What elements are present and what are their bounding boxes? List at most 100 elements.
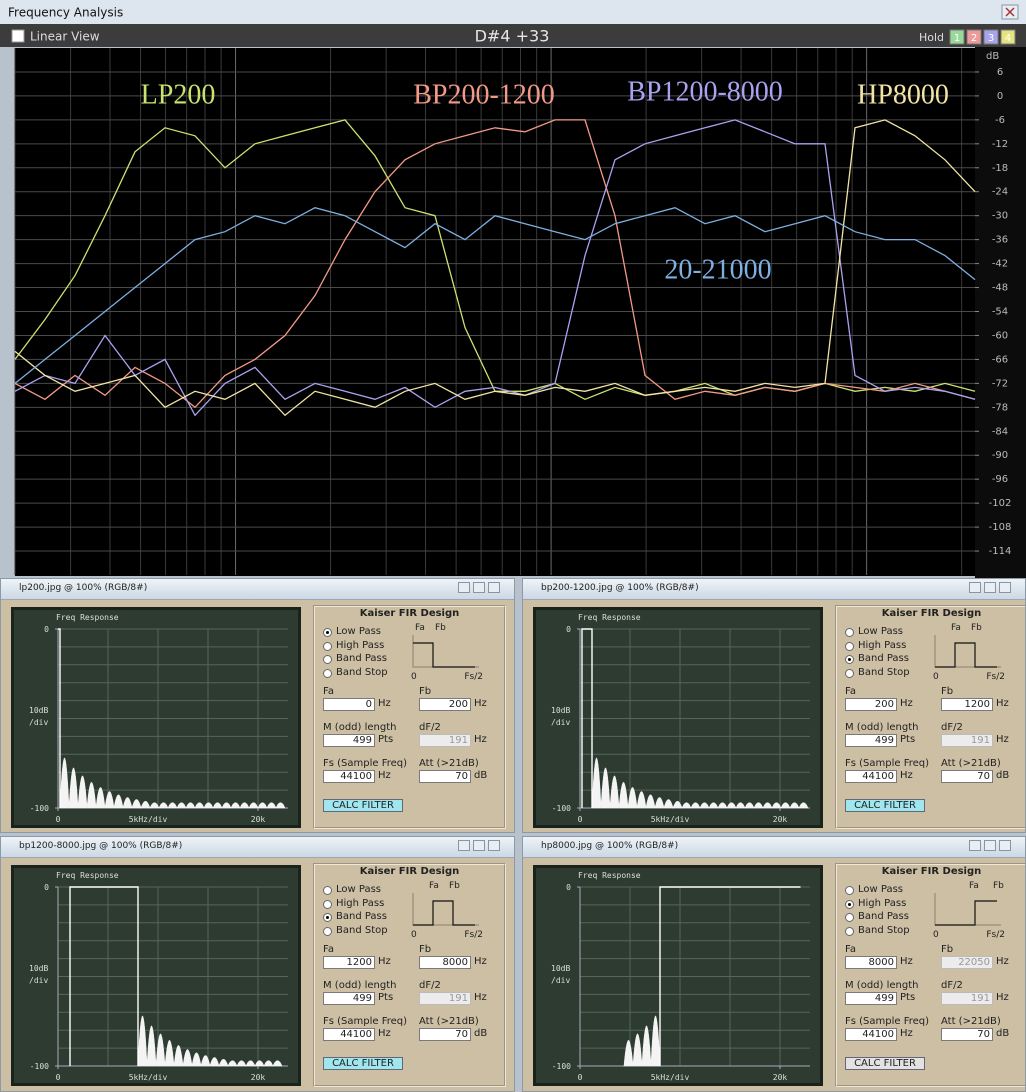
- field-input[interactable]: 1200: [941, 698, 993, 711]
- diagram-label: 0: [411, 930, 417, 940]
- field-label: Fa: [845, 686, 856, 697]
- radio-label: Band Stop: [336, 666, 388, 678]
- x-axis-label: 5kHz/div: [129, 1073, 168, 1082]
- field-input[interactable]: 8000: [845, 956, 897, 969]
- window-title: Frequency Analysis: [8, 6, 123, 20]
- field-label: dF/2: [941, 980, 963, 991]
- diagram-frame: [934, 635, 1001, 668]
- y-tick-label: -100: [552, 804, 571, 813]
- field-unit: Pts: [900, 992, 916, 1003]
- calc-button[interactable]: CALC FILTER: [323, 1057, 403, 1070]
- note-readout: D#4 +33: [475, 27, 550, 46]
- window-button[interactable]: [458, 582, 470, 593]
- hold-button[interactable]: [949, 29, 965, 45]
- y-tick-label: -100: [30, 804, 49, 813]
- radio-button[interactable]: [323, 655, 332, 664]
- field-unit: Hz: [474, 734, 487, 745]
- field-input[interactable]: 499: [323, 992, 375, 1005]
- window-button[interactable]: [458, 840, 470, 851]
- y-tick-label: -48: [992, 283, 1008, 294]
- y-tick-label: -60: [992, 330, 1008, 341]
- title-bar: bp1200-8000.jpg @ 100% (RGB/8#): [1, 837, 514, 858]
- radio-button[interactable]: [323, 628, 332, 637]
- plot-title: Freq Response: [578, 613, 641, 622]
- diagram-shape: [413, 900, 475, 926]
- calc-button[interactable]: CALC FILTER: [323, 799, 403, 812]
- window-title: bp1200-8000.jpg @ 100% (RGB/8#): [19, 841, 183, 851]
- field-unit: dB: [474, 1028, 488, 1039]
- field-input[interactable]: 70: [941, 1028, 993, 1041]
- window-button[interactable]: [984, 840, 996, 851]
- radio-button[interactable]: [845, 926, 854, 936]
- window-button[interactable]: [999, 582, 1011, 593]
- field-input[interactable]: 44100: [323, 770, 375, 783]
- field-input[interactable]: 70: [419, 1028, 471, 1041]
- field-input[interactable]: 44100: [845, 1028, 897, 1041]
- window-button[interactable]: [969, 840, 981, 851]
- field-input[interactable]: 499: [845, 992, 897, 1005]
- window-button[interactable]: [473, 840, 485, 851]
- field-input[interactable]: 499: [845, 734, 897, 747]
- diagram-frame: [412, 635, 479, 668]
- plot-bg: [14, 610, 298, 825]
- radio-button[interactable]: [845, 628, 854, 637]
- design-title: Kaiser FIR Design: [359, 608, 460, 619]
- y-axis-label: /div: [29, 976, 48, 985]
- radio-button[interactable]: [845, 641, 854, 651]
- field-unit: Hz: [900, 770, 913, 781]
- hold-button[interactable]: [1000, 29, 1016, 45]
- design-panel: Kaiser FIR Design Low Pass High Pass Band P…: [835, 605, 1025, 829]
- linear-view-checkbox[interactable]: [11, 29, 25, 43]
- calc-button[interactable]: CALC FILTER: [845, 1057, 925, 1070]
- field-input[interactable]: 200: [845, 698, 897, 711]
- field-input[interactable]: 200: [419, 698, 471, 711]
- calc-button[interactable]: CALC FILTER: [845, 799, 925, 812]
- field-unit: Pts: [900, 734, 916, 745]
- field-input[interactable]: 44100: [323, 1028, 375, 1041]
- diagram-frame: [934, 893, 1001, 926]
- window-title: bp200-1200.jpg @ 100% (RGB/8#): [541, 583, 699, 593]
- linear-view-label: Linear View: [30, 30, 100, 44]
- field-input[interactable]: 70: [419, 770, 471, 783]
- field-unit: Hz: [474, 698, 487, 709]
- field-input[interactable]: 499: [323, 734, 375, 747]
- window-button[interactable]: [488, 840, 500, 851]
- field-input[interactable]: 1200: [323, 956, 375, 969]
- radio-button[interactable]: [845, 668, 854, 678]
- diagram-label: Fs/2: [464, 672, 483, 682]
- y-tick-label: -42: [992, 259, 1008, 270]
- hold-button[interactable]: [983, 29, 999, 45]
- window-button[interactable]: [999, 840, 1011, 851]
- field-input[interactable]: 70: [941, 770, 993, 783]
- radio-button[interactable]: [323, 668, 332, 678]
- radio-button[interactable]: [323, 899, 332, 909]
- y-tick-label: -108: [989, 522, 1012, 533]
- field-input[interactable]: 8000: [419, 956, 471, 969]
- y-tick-label: -36: [992, 235, 1008, 246]
- radio-button[interactable]: [845, 886, 854, 895]
- radio-button[interactable]: [323, 913, 332, 922]
- window-button[interactable]: [488, 582, 500, 593]
- response-curve: [659, 886, 801, 1066]
- radio-button[interactable]: [323, 886, 332, 895]
- radio-label: Low Pass: [336, 884, 381, 895]
- radio-button[interactable]: [845, 899, 854, 909]
- filter-diagram: Fa Fb 0 Fs/2: [933, 623, 1005, 682]
- window-button[interactable]: [473, 582, 485, 593]
- y-tick-label: -102: [989, 498, 1012, 509]
- radio-button[interactable]: [323, 926, 332, 936]
- radio-button[interactable]: [323, 641, 332, 651]
- window-button[interactable]: [969, 582, 981, 593]
- radio-button[interactable]: [845, 655, 854, 664]
- radio-button[interactable]: [845, 913, 854, 922]
- field-unit: Hz: [378, 956, 391, 967]
- field-input[interactable]: 0: [323, 698, 375, 711]
- diagram-label: 0: [933, 930, 939, 940]
- hold-button[interactable]: [966, 29, 982, 45]
- diagram-label: Fb: [449, 881, 460, 891]
- radio-label: Band Pass: [858, 911, 909, 922]
- radio-label: Band Stop: [336, 924, 388, 936]
- field-input[interactable]: 44100: [845, 770, 897, 783]
- window-button[interactable]: [984, 582, 996, 593]
- y-tick-label: -114: [989, 546, 1012, 557]
